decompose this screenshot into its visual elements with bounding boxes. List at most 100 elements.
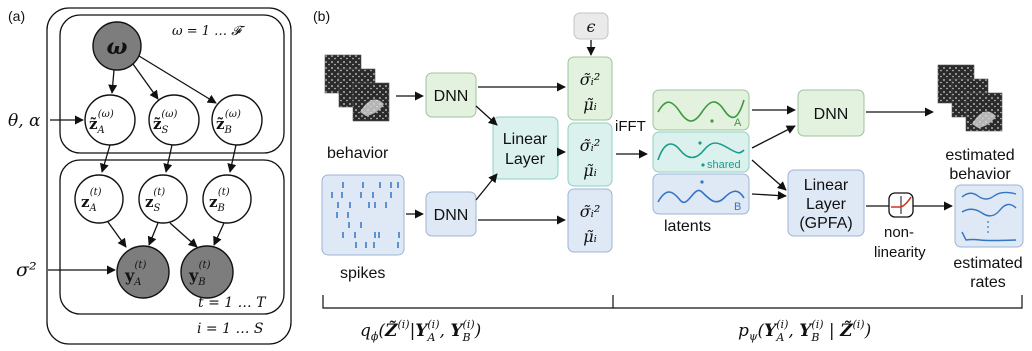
plate-i (46, 7, 292, 345)
edge-zts-yb (169, 222, 198, 248)
dnn-spikes-encoder (425, 191, 477, 237)
params-b-sigma: σ̃ᵢ² (580, 202, 601, 221)
dnn-decoder-label: DNN (814, 106, 849, 123)
z-t-s-label: zS(t) (145, 187, 165, 214)
edge-zwa-zta (99, 144, 111, 173)
edge-shared-gpfa (751, 159, 787, 191)
latent-b-label: B (734, 201, 741, 213)
edge-latentB-gpfa (751, 190, 787, 201)
latent-b-trace (657, 189, 745, 203)
dnn-behavior-encoder (425, 72, 477, 118)
nonlinearity-line1: non- (884, 224, 914, 241)
encoder-formula: qϕ(Z̃(i)|YA(i), YB(i)) (360, 318, 481, 344)
omega-node (92, 21, 142, 71)
linear-layer-line2: Layer (505, 151, 546, 168)
latents-caption: latents (664, 218, 711, 235)
plate-t (59, 159, 285, 315)
omega-node-label: ω (107, 34, 128, 60)
plate-i-label: i = 1 … S (197, 321, 264, 337)
params-shared-box (567, 122, 613, 187)
latent-a-trace (657, 99, 745, 122)
estimated-rates-line2: rates (970, 274, 1006, 291)
gpfa-line2: Layer (806, 196, 847, 213)
theta-alpha-label: θ, α (8, 111, 41, 131)
z-t-a-label: zA(t) (81, 187, 102, 214)
spikes-input-icon (321, 174, 405, 256)
edge-zwb-ztb (227, 144, 237, 173)
edge-zws-zts (163, 144, 173, 173)
latent-shared-trace (657, 142, 745, 161)
dnn-spikes-label: DNN (434, 207, 469, 224)
epsilon-box (573, 12, 609, 40)
behavior-input-icon (324, 54, 390, 122)
z-omega-s-label: z̃S(ω) (153, 109, 177, 136)
plate-omega-label: ω = 1 … 𝓕 (172, 24, 245, 39)
encoder-bracket (322, 295, 614, 309)
epsilon-label: ϵ (587, 17, 596, 36)
z-omega-a-label: z̃A(ω) (89, 109, 114, 136)
latent-a-box (652, 89, 750, 131)
z-omega-s-node (148, 94, 200, 146)
edge-dnnb-linear (475, 105, 498, 126)
z-t-nodes: zA(t) zS(t) zB(t) (74, 174, 252, 224)
decoder-formula: pψ(YA(i), YB(i) | Z̃(i)) (738, 318, 871, 344)
sigma2-label: σ² (16, 259, 37, 281)
edge-zta-ya (107, 221, 127, 248)
panel-a-label: (a) (8, 8, 25, 24)
dnn-decoder-box (797, 89, 865, 137)
latent-shared-box (652, 131, 750, 173)
params-a-box (567, 56, 613, 121)
latent-shared-label: shared (707, 159, 741, 171)
z-omega-nodes: z̃A(ω) z̃S(ω) z̃B(ω) (84, 94, 263, 146)
spikes-label: spikes (340, 265, 385, 282)
y-a-label: yA(t) (124, 260, 146, 288)
estimated-rates-line1: estimated (953, 255, 1022, 272)
edge-omega-za (108, 69, 118, 94)
estimated-behavior-line2: behavior (949, 166, 1011, 183)
z-t-b-label: zB(t) (209, 187, 230, 214)
edge-shared-dnn (751, 125, 796, 149)
ifft-label: iFFT (615, 118, 646, 135)
behavior-label: behavior (327, 145, 389, 162)
params-shared-sigma: σ̃ᵢ² (580, 136, 601, 155)
y-a-node (116, 245, 170, 299)
nonlinearity-line2: linearity (874, 244, 926, 261)
params-b-mu: μ̃ᵢ (583, 227, 597, 246)
plate-omega (59, 14, 285, 154)
z-omega-b-node (211, 94, 263, 146)
z-omega-b-label: z̃B(ω) (216, 109, 241, 136)
z-t-a-node (74, 174, 124, 224)
plate-t-label: t = 1 … T (198, 295, 267, 311)
estimated-behavior-icon (937, 64, 1003, 132)
edge-omega-zb (138, 55, 217, 104)
params-shared-mu: μ̃ᵢ (583, 161, 597, 180)
edge-ztb-yb (213, 222, 225, 246)
latent-a-label: A (734, 117, 742, 129)
edge-dnns-linear (475, 173, 498, 201)
params-b-box (567, 188, 613, 253)
edge-omega-zs (132, 63, 159, 100)
latent-b-box (652, 173, 750, 215)
y-b-label: yB(t) (188, 260, 211, 288)
y-b-node (180, 245, 234, 299)
gpfa-line3: (GPFA) (799, 215, 852, 232)
linear-layer-line1: Linear (503, 131, 548, 148)
panel-b: (b) behavior spikes DNN DNN Linear Layer (313, 8, 1024, 344)
dnn-behavior-label: DNN (434, 88, 469, 105)
estimated-rates-icon (954, 184, 1024, 248)
nonlinearity-icon (888, 192, 914, 218)
panel-b-label: (b) (313, 8, 330, 24)
estimated-behavior-line1: estimated (945, 147, 1014, 164)
params-a-mu: μ̃ᵢ (583, 95, 597, 114)
gpfa-box (787, 169, 865, 237)
z-t-b-node (202, 174, 252, 224)
linear-layer-box (492, 116, 559, 180)
params-a-sigma: σ̃ᵢ² (580, 70, 601, 89)
edge-zts-ya (147, 222, 159, 246)
z-t-s-node (138, 174, 188, 224)
panel-a: (a) ω = 1 … 𝓕 t = 1 … T i = 1 … S ω z̃A(… (8, 7, 292, 345)
decoder-bracket (613, 295, 1023, 309)
latents-group: A shared B (652, 89, 750, 215)
gpfa-line1: Linear (804, 177, 849, 194)
